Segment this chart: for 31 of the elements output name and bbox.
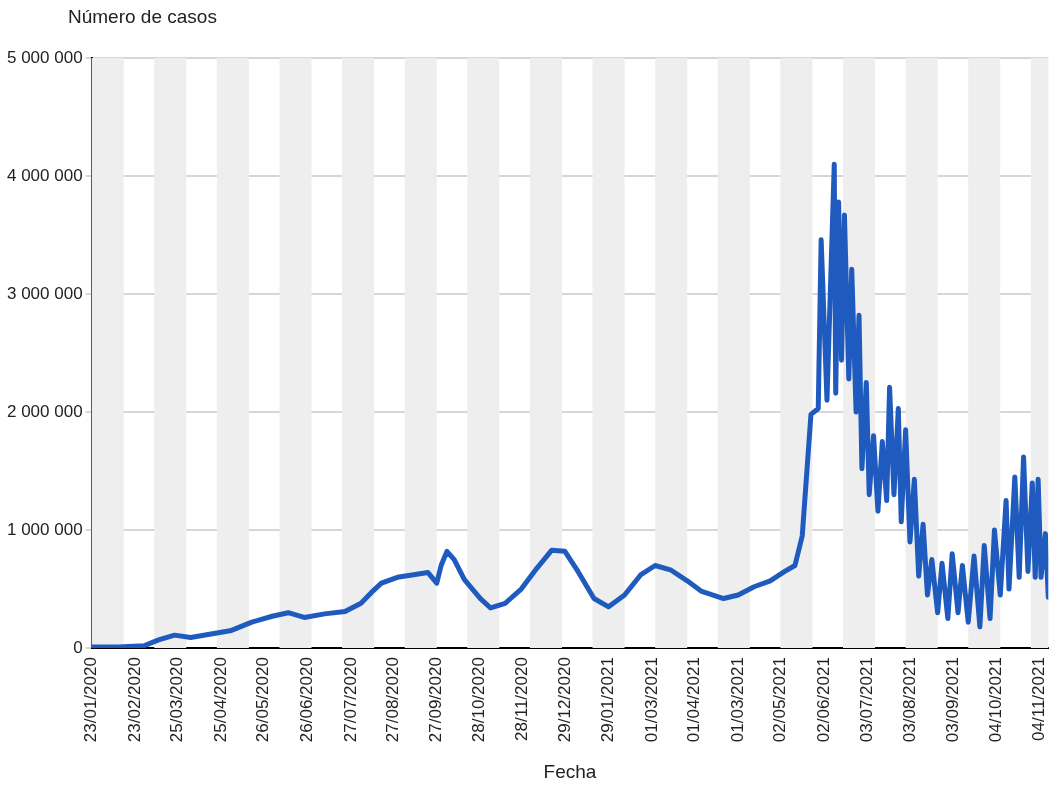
x-tick-label: 02/05/2021 [770, 657, 790, 743]
x-tick-label: 29/12/2020 [554, 657, 574, 743]
x-axis-title: Fecha [543, 760, 597, 782]
x-tick-label: 28/10/2020 [468, 657, 488, 743]
x-tick-label: 01/03/2021 [641, 657, 661, 743]
x-tick-label: 03/07/2021 [857, 657, 877, 743]
x-tick-label: 01/04/2021 [684, 657, 704, 743]
y-tick-label: 4 000 000 [6, 165, 83, 185]
y-tick-label: 0 [73, 637, 83, 657]
x-tick-label: 27/09/2020 [426, 657, 446, 743]
x-tick-label: 25/03/2020 [167, 657, 187, 743]
x-tick-label: 25/04/2020 [210, 657, 230, 743]
x-tick-label: 01/03/2021 [727, 657, 747, 743]
x-tick-label: 23/01/2020 [81, 657, 101, 743]
x-tick-label: 03/08/2021 [899, 657, 919, 743]
x-tick-label: 26/06/2020 [296, 657, 316, 743]
y-axis-title: Número de casos [68, 5, 217, 27]
x-tick-label: 26/05/2020 [253, 657, 273, 743]
y-tick-label: 3 000 000 [6, 283, 83, 303]
x-tick-label: 29/01/2021 [598, 657, 618, 743]
x-tick-label: 04/10/2021 [985, 657, 1005, 743]
x-tick-label: 04/11/2021 [1029, 657, 1049, 741]
y-tick-label: 5 000 000 [6, 47, 83, 67]
x-tick-label: 27/07/2020 [340, 657, 360, 743]
y-tick-label: 1 000 000 [6, 519, 83, 539]
x-tick-label: 27/08/2020 [382, 657, 402, 743]
x-tick-label: 28/11/2020 [512, 657, 532, 741]
x-tick-label: 23/02/2020 [125, 657, 144, 743]
x-tick-label: 02/06/2021 [813, 657, 833, 743]
x-tick-label: 03/09/2021 [943, 657, 963, 743]
y-tick-label: 2 000 000 [6, 401, 83, 421]
